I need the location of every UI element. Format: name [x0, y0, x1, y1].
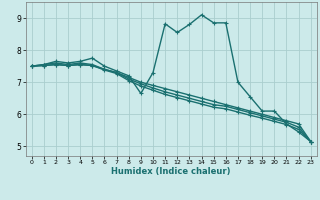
X-axis label: Humidex (Indice chaleur): Humidex (Indice chaleur) — [111, 167, 231, 176]
